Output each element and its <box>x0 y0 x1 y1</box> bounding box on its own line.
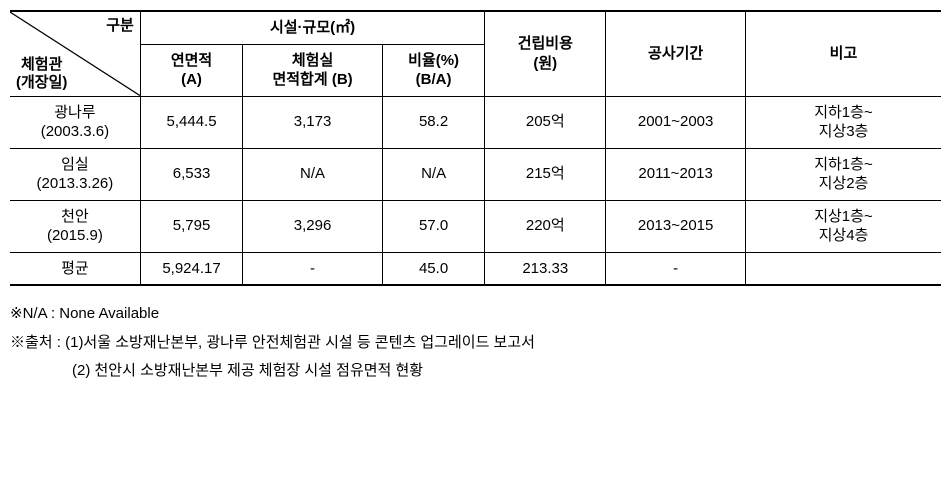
cell-period: 2001~2003 <box>606 96 746 148</box>
facility-table: 구분 체험관(개장일) 시설·규모(㎡) 건립비용(원) 공사기간 비고 연면적… <box>10 10 941 286</box>
cell-area-a: 5,795 <box>140 200 242 252</box>
cell-name: 임실(2013.3.26) <box>10 148 140 200</box>
cell-period: - <box>606 252 746 285</box>
cell-note: 지하1층~지상3층 <box>745 96 941 148</box>
footnote-source-2: (2) 천안시 소방재난본부 제공 체험장 시설 점유면적 현황 <box>10 357 941 386</box>
cell-ratio: 45.0 <box>382 252 484 285</box>
cell-period: 2011~2013 <box>606 148 746 200</box>
cell-area-b: - <box>243 252 383 285</box>
footnote-na: ※N/A : None Available <box>10 300 941 329</box>
table-row: 천안(2015.9) 5,795 3,296 57.0 220억 2013~20… <box>10 200 941 252</box>
cell-cost: 220억 <box>485 200 606 252</box>
cell-note: 지하1층~지상2층 <box>745 148 941 200</box>
cell-period: 2013~2015 <box>606 200 746 252</box>
cell-area-a: 6,533 <box>140 148 242 200</box>
cell-ratio: 57.0 <box>382 200 484 252</box>
header-note: 비고 <box>745 11 941 96</box>
cell-area-b: 3,173 <box>243 96 383 148</box>
table-body: 광나루(2003.3.6) 5,444.5 3,173 58.2 205억 20… <box>10 96 941 285</box>
cell-ratio: N/A <box>382 148 484 200</box>
cell-note: 지상1층~지상4층 <box>745 200 941 252</box>
cell-cost: 205억 <box>485 96 606 148</box>
footnotes: ※N/A : None Available ※출처 : (1)서울 소방재난본부… <box>10 300 941 386</box>
cell-note <box>745 252 941 285</box>
table-row: 임실(2013.3.26) 6,533 N/A N/A 215억 2011~20… <box>10 148 941 200</box>
cell-area-a: 5,444.5 <box>140 96 242 148</box>
header-period: 공사기간 <box>606 11 746 96</box>
header-area-a: 연면적(A) <box>140 44 242 96</box>
cell-area-b: N/A <box>243 148 383 200</box>
cell-name: 광나루(2003.3.6) <box>10 96 140 148</box>
header-facility-group: 시설·규모(㎡) <box>140 11 484 44</box>
cell-area-a: 5,924.17 <box>140 252 242 285</box>
header-area-b: 체험실면적합계 (B) <box>243 44 383 96</box>
header-cost: 건립비용(원) <box>485 11 606 96</box>
footnote-source-1: ※출처 : (1)서울 소방재난본부, 광나루 안전체험관 시설 등 콘텐츠 업… <box>10 329 941 358</box>
table-row: 평균 5,924.17 - 45.0 213.33 - <box>10 252 941 285</box>
table-row: 광나루(2003.3.6) 5,444.5 3,173 58.2 205억 20… <box>10 96 941 148</box>
cell-area-b: 3,296 <box>243 200 383 252</box>
header-diag-top: 구분 <box>106 16 134 36</box>
cell-name: 천안(2015.9) <box>10 200 140 252</box>
cell-cost: 215억 <box>485 148 606 200</box>
cell-ratio: 58.2 <box>382 96 484 148</box>
cell-name: 평균 <box>10 252 140 285</box>
header-diag-bottom: 체험관(개장일) <box>16 56 67 92</box>
header-diagonal: 구분 체험관(개장일) <box>10 11 140 96</box>
header-ratio: 비율(%)(B/A) <box>382 44 484 96</box>
cell-cost: 213.33 <box>485 252 606 285</box>
